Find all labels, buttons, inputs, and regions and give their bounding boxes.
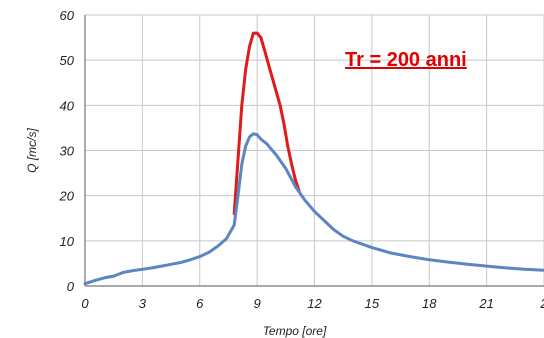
y-tick-label: 0 (67, 279, 75, 294)
y-tick-label: 10 (60, 234, 75, 249)
x-tick-label: 2 (539, 296, 544, 311)
grid-lines (85, 14, 544, 286)
axes (84, 15, 544, 287)
return-period-annotation: Tr = 200 anni (345, 49, 467, 71)
y-axis-label: Q [mc/s] (25, 128, 39, 173)
x-tick-label: 0 (81, 296, 89, 311)
x-tick-label: 18 (422, 296, 437, 311)
y-tick-label: 40 (60, 98, 75, 113)
x-tick-label: 6 (196, 296, 204, 311)
y-tick-labels: 0 10 20 30 40 50 60 (59, 8, 75, 294)
y-tick-label: 30 (60, 144, 75, 159)
series-line-red (232, 31, 301, 216)
y-tick-label: 60 (60, 8, 75, 23)
x-tick-label: 15 (365, 296, 380, 311)
y-tick-label: 20 (59, 189, 75, 204)
x-tick-labels: 0 3 6 9 12 15 18 21 2 (81, 296, 544, 311)
series-line-blue (83, 132, 544, 286)
x-axis-label: Tempo [ore] (263, 324, 327, 338)
x-tick-label: 12 (307, 296, 322, 311)
x-tick-label: 9 (254, 296, 261, 311)
y-tick-label: 50 (60, 53, 75, 68)
x-tick-label: 21 (478, 296, 493, 311)
x-tick-label: 3 (139, 296, 147, 311)
series-group (83, 31, 544, 286)
